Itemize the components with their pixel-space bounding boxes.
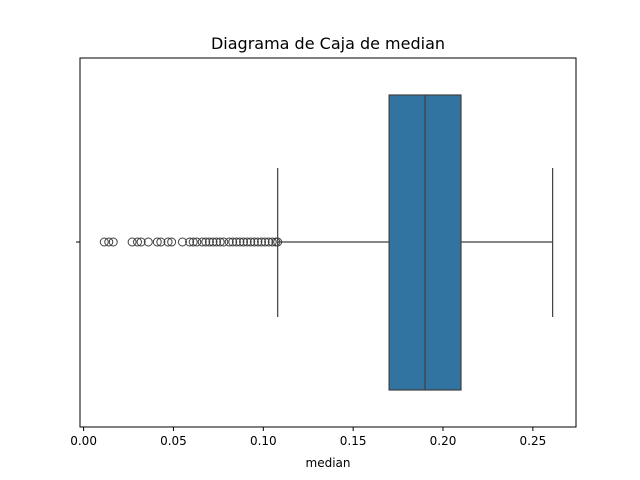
chart-title: Diagrama de Caja de median	[211, 34, 445, 53]
outlier-point	[99, 237, 109, 247]
outlier-point	[257, 237, 267, 247]
x-tick-label: 0.05	[160, 434, 187, 448]
x-tick-label: 0.25	[520, 434, 547, 448]
outlier-point	[246, 237, 256, 247]
outlier-point	[235, 237, 245, 247]
x-tick-label: 0.10	[250, 434, 277, 448]
outlier-point	[133, 237, 143, 247]
outlier-point	[231, 237, 241, 247]
x-tick-label: 0.00	[70, 434, 97, 448]
outlier-point	[192, 237, 202, 247]
outlier-point	[215, 237, 225, 247]
outlier-point	[224, 237, 234, 247]
outlier-point	[143, 237, 153, 247]
outlier-point	[273, 237, 283, 247]
outlier-point	[201, 237, 211, 247]
outlier-point	[108, 237, 118, 247]
outlier-point	[156, 237, 166, 247]
outlier-point	[204, 237, 214, 247]
outlier-point	[104, 237, 114, 247]
outlier-point	[208, 237, 218, 247]
outlier-point	[136, 237, 146, 247]
outlier-point	[242, 237, 252, 247]
outlier-point	[177, 237, 187, 247]
outlier-point	[264, 237, 274, 247]
x-tick-label: 0.20	[430, 434, 457, 448]
plot-area	[99, 94, 554, 391]
outlier-point	[167, 237, 177, 247]
outlier-point	[197, 237, 207, 247]
x-axis-label: median	[306, 456, 351, 470]
outlier-point	[260, 237, 270, 247]
outlier-point	[228, 237, 238, 247]
outlier-point	[219, 237, 229, 247]
outlier-point	[127, 237, 137, 247]
x-axis: 0.00 0.05 0.10 0.15 0.20 0.25	[70, 427, 546, 448]
outlier-point	[267, 237, 277, 247]
outlier-point	[249, 237, 259, 247]
outlier-point	[163, 237, 173, 247]
x-tick-label: 0.15	[340, 434, 367, 448]
outlier-point	[152, 237, 162, 247]
outlier-point	[212, 237, 222, 247]
outlier-point	[239, 237, 249, 247]
outlier-point	[185, 237, 195, 247]
outlier-point	[188, 237, 198, 247]
outlier-point	[253, 237, 263, 247]
